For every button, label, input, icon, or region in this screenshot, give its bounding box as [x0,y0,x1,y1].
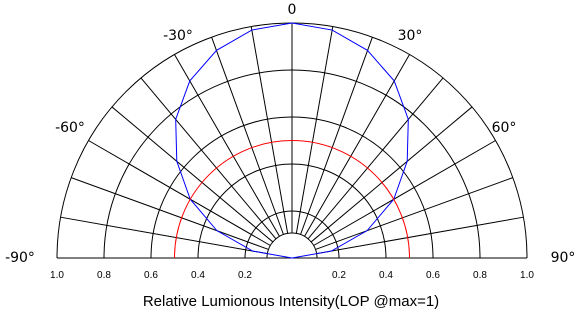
radial-tick-label: 0.6 [426,270,440,281]
grid-spoke [174,54,280,237]
grid-spoke [300,37,373,235]
angle-label: 30° [398,28,423,44]
grid-spoke [315,177,513,250]
grid-spoke [250,26,289,234]
grid-spoke [313,140,496,246]
angle-label: 0 [288,2,297,18]
grid-spoke [310,106,473,243]
grid-spoke [307,77,444,240]
radial-tick-label: 0.8 [473,270,487,281]
grid-spoke [88,140,271,246]
series-layer [174,22,410,259]
chart-labels: 0 -30° 30° -60° 60° -90° 90° 1.0 0.8 0.6 0.4 0.2 0.2… [5,2,575,281]
radial-tick-label: 1.0 [520,270,534,281]
series-line [174,140,410,259]
angle-label: -60° [55,120,85,136]
grid-spoke [111,106,274,243]
grid-spoke [140,77,277,240]
radial-tick-label: 0.2 [332,270,346,281]
radial-tick-label: 0.6 [144,270,158,281]
angle-label: -90° [5,250,35,266]
grid-spoke [304,54,410,237]
grid-spoke [71,177,269,250]
angle-label: 60° [492,120,517,136]
radial-tick-label: 0.2 [238,270,252,281]
radial-tick-label: 0.8 [97,270,111,281]
angle-label: -30° [163,28,193,44]
grid-ring [266,232,318,259]
grid-spoke [316,216,524,255]
x-axis-title: Relative Lumionous Intensity(LOP @max=1) [143,293,439,310]
angle-label: 90° [551,250,576,266]
grid-spoke [60,216,268,255]
grid-spoke [295,26,334,234]
radial-tick-label: 0.4 [191,270,205,281]
radial-tick-label: 0.4 [379,270,393,281]
radial-tick-label: 1.0 [50,270,64,281]
grid-spoke [211,37,284,235]
